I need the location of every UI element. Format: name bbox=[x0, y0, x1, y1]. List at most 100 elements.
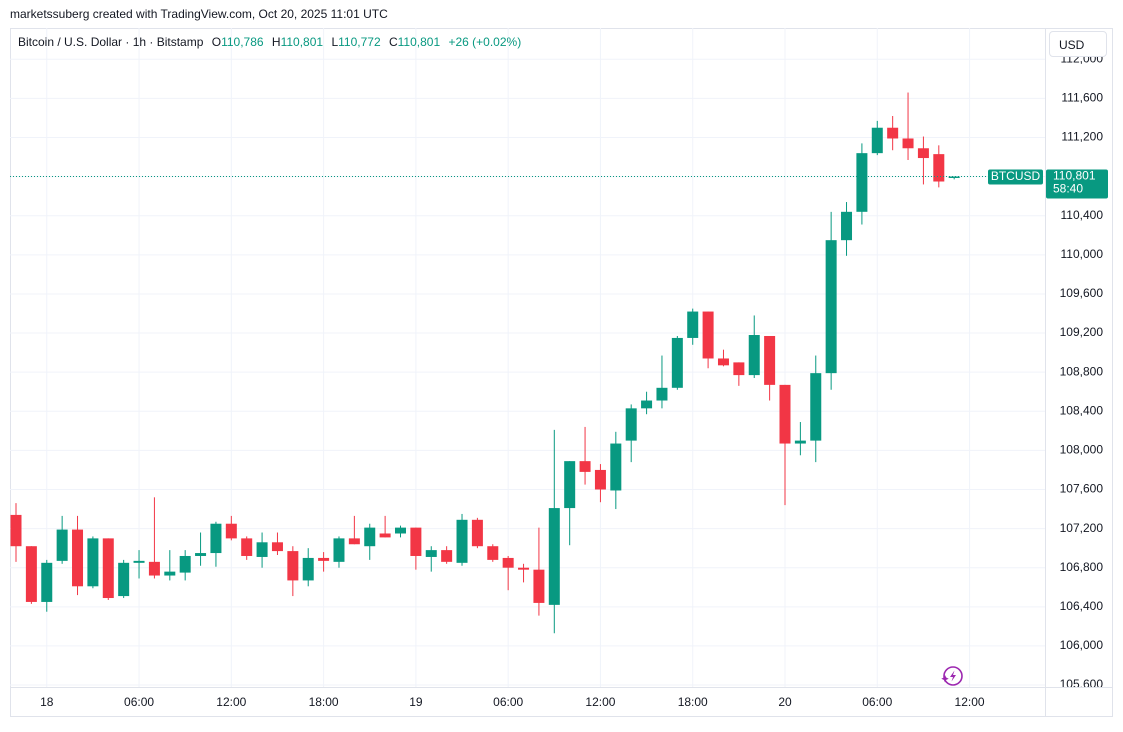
x-tick-label: 06:00 bbox=[493, 695, 523, 709]
candle-body bbox=[379, 533, 391, 538]
symbol: Bitcoin / U.S. Dollar · 1h · Bitstamp bbox=[18, 35, 204, 49]
candle-body bbox=[256, 542, 268, 557]
candle-body bbox=[364, 527, 376, 547]
y-tick-label: 108,400 bbox=[1060, 403, 1104, 417]
candle-body bbox=[933, 154, 945, 182]
candle-body bbox=[148, 561, 160, 576]
ohlc-value: 110,801 bbox=[397, 35, 441, 49]
candle-body bbox=[917, 148, 929, 159]
x-tick-label: 12:00 bbox=[216, 695, 246, 709]
x-tick-label: 06:00 bbox=[862, 695, 892, 709]
y-tick-label: 107,200 bbox=[1060, 521, 1104, 535]
candle-body bbox=[518, 567, 530, 570]
candle-body bbox=[579, 461, 591, 472]
candle-body bbox=[425, 550, 437, 557]
y-tick-label: 109,600 bbox=[1060, 286, 1104, 300]
candle-body bbox=[456, 519, 468, 563]
candle-body bbox=[487, 546, 499, 560]
x-tick-label: 18:00 bbox=[309, 695, 339, 709]
candle-body bbox=[717, 358, 729, 366]
candle-body bbox=[102, 538, 114, 599]
candle-body bbox=[271, 542, 283, 552]
y-tick-label: 111,200 bbox=[1061, 130, 1103, 144]
ohlc-value: 110,801 bbox=[280, 35, 324, 49]
candle-body bbox=[56, 529, 68, 561]
candle-body bbox=[395, 527, 406, 534]
credit: marketssuberg created with TradingView.c… bbox=[10, 7, 388, 21]
candle-body bbox=[410, 527, 422, 556]
candle-body bbox=[72, 529, 84, 587]
ohlc-value: 110,772 bbox=[338, 35, 381, 49]
y-tick-label: 106,000 bbox=[1060, 638, 1104, 652]
candle-body bbox=[25, 546, 37, 602]
ohlc-key: C bbox=[388, 35, 398, 49]
candle-body bbox=[887, 127, 899, 139]
change: +26 (+0.02%) bbox=[448, 35, 522, 49]
x-tick-label: 12:00 bbox=[585, 695, 615, 709]
candle-body bbox=[841, 211, 853, 241]
x-tick-label: 19 bbox=[409, 695, 423, 709]
candle-body bbox=[41, 562, 53, 602]
candle-body bbox=[871, 127, 883, 154]
candle-body bbox=[533, 569, 545, 603]
y-tick-label: 111,600 bbox=[1061, 91, 1103, 105]
candle-body bbox=[656, 387, 668, 401]
candle-body bbox=[779, 384, 791, 444]
candle-body bbox=[794, 440, 806, 444]
candle-body bbox=[502, 557, 514, 568]
candle-body bbox=[564, 461, 576, 509]
x-tick-label: 12:00 bbox=[955, 695, 985, 709]
candle-body bbox=[87, 538, 99, 587]
candle-body bbox=[948, 176, 960, 178]
candle-body bbox=[10, 514, 22, 547]
legend: Bitcoin / U.S. Dollar · 1h · Bitstamp O1… bbox=[18, 35, 521, 49]
currency-button[interactable]: USD bbox=[1049, 31, 1107, 57]
ohlc-key: L bbox=[331, 35, 339, 49]
candle-body bbox=[687, 311, 699, 338]
candle-body bbox=[333, 538, 345, 562]
candle-body bbox=[164, 571, 176, 576]
y-tick-label: 105,600 bbox=[1060, 677, 1104, 691]
ohlc-value: 110,786 bbox=[221, 35, 264, 49]
candle-body bbox=[241, 538, 253, 556]
candle-body bbox=[318, 557, 330, 561]
y-tick-label: 110,400 bbox=[1061, 208, 1104, 222]
candle-body bbox=[671, 337, 683, 388]
x-tick-label: 20 bbox=[778, 695, 792, 709]
candle-body bbox=[702, 311, 714, 359]
price-label: 110,801 bbox=[1053, 169, 1096, 183]
ohlc-key: O bbox=[211, 35, 222, 49]
candle-body bbox=[302, 557, 314, 581]
ohlc-key: H bbox=[271, 35, 281, 49]
y-tick-label: 109,200 bbox=[1060, 325, 1104, 339]
candle-body bbox=[810, 373, 822, 441]
candle-body bbox=[641, 400, 653, 409]
y-tick-label: 107,600 bbox=[1060, 482, 1104, 496]
candle-body bbox=[825, 240, 837, 374]
y-tick-label: 108,800 bbox=[1060, 364, 1104, 378]
x-tick-label: 18:00 bbox=[678, 695, 708, 709]
y-tick-label: 110,000 bbox=[1061, 247, 1104, 261]
candle-body bbox=[471, 519, 483, 547]
y-tick-label: 106,800 bbox=[1060, 560, 1104, 574]
x-tick-label: 18 bbox=[40, 695, 54, 709]
candle-body bbox=[287, 551, 299, 581]
candle-body bbox=[748, 335, 760, 376]
candle-body bbox=[118, 562, 130, 597]
candle-body bbox=[133, 560, 145, 563]
candle-body bbox=[625, 408, 637, 441]
candle-body bbox=[733, 362, 745, 376]
y-tick-label: 106,400 bbox=[1060, 599, 1104, 613]
candle-body bbox=[594, 469, 606, 490]
candle-body bbox=[856, 153, 868, 212]
ticker-label: BTCUSD bbox=[991, 169, 1041, 183]
candle-body bbox=[764, 335, 776, 385]
candle-body bbox=[195, 553, 207, 556]
countdown-label: 58:40 bbox=[1053, 182, 1083, 196]
candle-body bbox=[225, 523, 237, 539]
candle-body bbox=[210, 523, 222, 554]
candle-body bbox=[348, 538, 360, 545]
x-tick-label: 06:00 bbox=[124, 695, 154, 709]
